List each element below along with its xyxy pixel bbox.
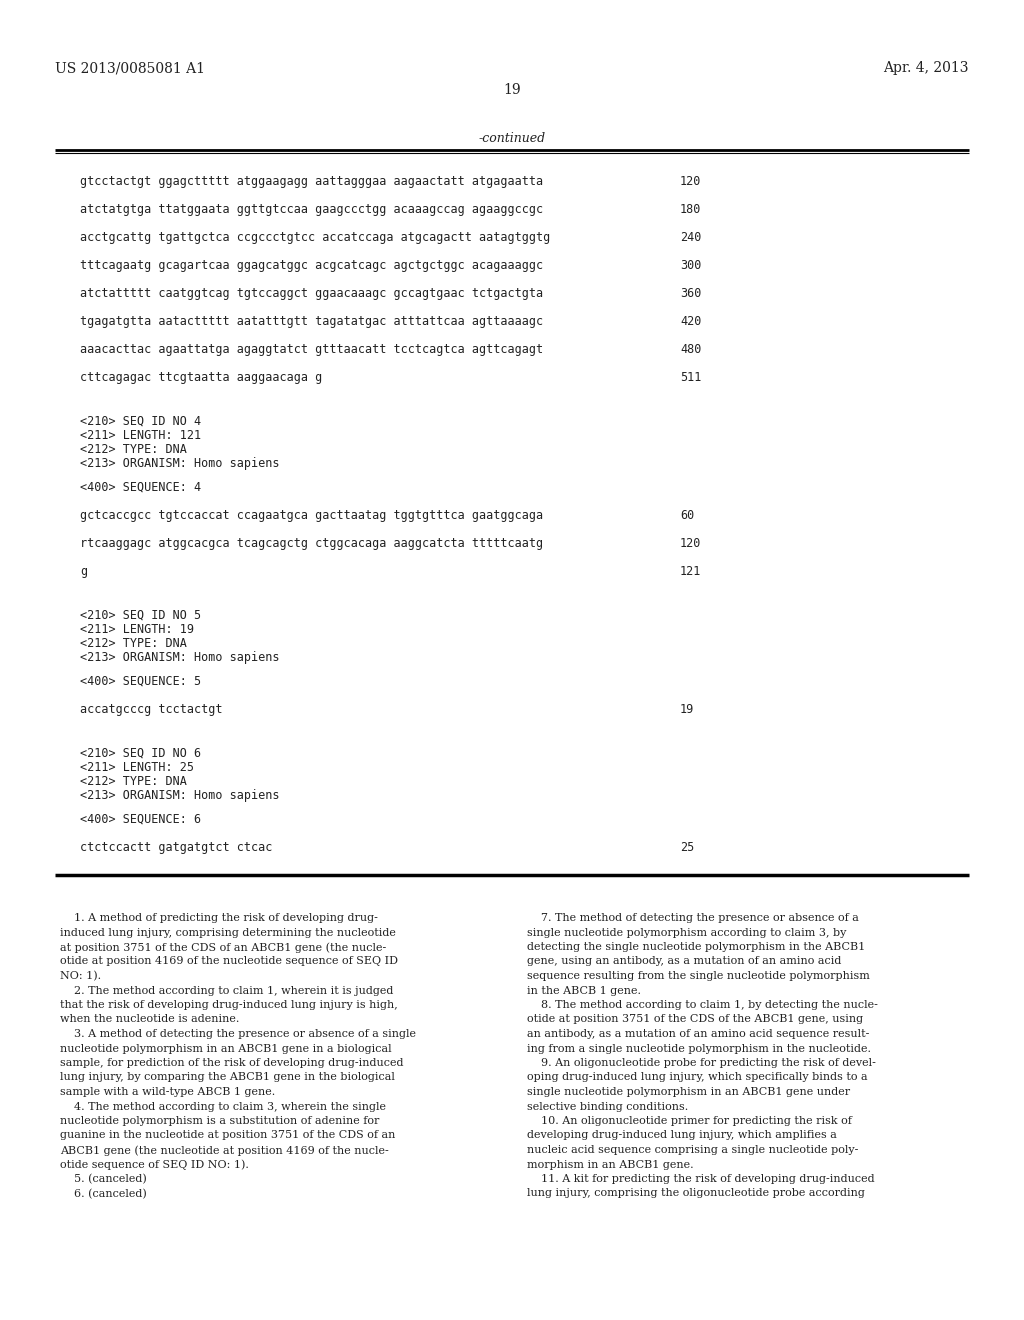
Text: 120: 120 — [680, 176, 701, 187]
Text: 511: 511 — [680, 371, 701, 384]
Text: <213> ORGANISM: Homo sapiens: <213> ORGANISM: Homo sapiens — [80, 651, 280, 664]
Text: ABCB1 gene (the nucleotide at position 4169 of the nucle-: ABCB1 gene (the nucleotide at position 4… — [60, 1144, 389, 1155]
Text: guanine in the nucleotide at position 3751 of the CDS of an: guanine in the nucleotide at position 37… — [60, 1130, 395, 1140]
Text: rtcaaggagc atggcacgca tcagcagctg ctggcacaga aaggcatcta tttttcaatg: rtcaaggagc atggcacgca tcagcagctg ctggcac… — [80, 537, 543, 550]
Text: <212> TYPE: DNA: <212> TYPE: DNA — [80, 638, 186, 649]
Text: g: g — [80, 565, 87, 578]
Text: aaacacttac agaattatga agaggtatct gtttaacatt tcctcagtca agttcagagt: aaacacttac agaattatga agaggtatct gtttaac… — [80, 343, 543, 356]
Text: 19: 19 — [503, 83, 521, 96]
Text: sample with a wild-type ABCB 1 gene.: sample with a wild-type ABCB 1 gene. — [60, 1086, 275, 1097]
Text: ctctccactt gatgatgtct ctcac: ctctccactt gatgatgtct ctcac — [80, 841, 272, 854]
Text: tttcagaatg gcagartcaa ggagcatggc acgcatcagc agctgctggc acagaaaggc: tttcagaatg gcagartcaa ggagcatggc acgcatc… — [80, 259, 543, 272]
Text: 3. A method of detecting the presence or absence of a single: 3. A method of detecting the presence or… — [60, 1030, 416, 1039]
Text: gctcaccgcc tgtccaccat ccagaatgca gacttaatag tggtgtttca gaatggcaga: gctcaccgcc tgtccaccat ccagaatgca gacttaa… — [80, 510, 543, 521]
Text: 480: 480 — [680, 343, 701, 356]
Text: nucleotide polymorphism in an ABCB1 gene in a biological: nucleotide polymorphism in an ABCB1 gene… — [60, 1044, 391, 1053]
Text: lung injury, comprising the oligonucleotide probe according: lung injury, comprising the oligonucleot… — [527, 1188, 865, 1199]
Text: 25: 25 — [680, 841, 694, 854]
Text: sequence resulting from the single nucleotide polymorphism: sequence resulting from the single nucle… — [527, 972, 869, 981]
Text: nucleotide polymorphism is a substitution of adenine for: nucleotide polymorphism is a substitutio… — [60, 1115, 379, 1126]
Text: gene, using an antibody, as a mutation of an amino acid: gene, using an antibody, as a mutation o… — [527, 957, 842, 966]
Text: <210> SEQ ID NO 6: <210> SEQ ID NO 6 — [80, 747, 201, 760]
Text: <212> TYPE: DNA: <212> TYPE: DNA — [80, 775, 186, 788]
Text: US 2013/0085081 A1: US 2013/0085081 A1 — [55, 61, 205, 75]
Text: selective binding conditions.: selective binding conditions. — [527, 1101, 688, 1111]
Text: NO: 1).: NO: 1). — [60, 972, 101, 981]
Text: 5. (canceled): 5. (canceled) — [60, 1173, 146, 1184]
Text: <212> TYPE: DNA: <212> TYPE: DNA — [80, 444, 186, 455]
Text: 60: 60 — [680, 510, 694, 521]
Text: single nucleotide polymorphism according to claim 3, by: single nucleotide polymorphism according… — [527, 928, 847, 937]
Text: 360: 360 — [680, 286, 701, 300]
Text: 300: 300 — [680, 259, 701, 272]
Text: atctatgtga ttatggaata ggttgtccaa gaagccctgg acaaagccag agaaggccgc: atctatgtga ttatggaata ggttgtccaa gaagccc… — [80, 203, 543, 216]
Text: otide sequence of SEQ ID NO: 1).: otide sequence of SEQ ID NO: 1). — [60, 1159, 249, 1170]
Text: <211> LENGTH: 25: <211> LENGTH: 25 — [80, 762, 194, 774]
Text: morphism in an ABCB1 gene.: morphism in an ABCB1 gene. — [527, 1159, 693, 1170]
Text: induced lung injury, comprising determining the nucleotide: induced lung injury, comprising determin… — [60, 928, 396, 937]
Text: <400> SEQUENCE: 6: <400> SEQUENCE: 6 — [80, 813, 201, 826]
Text: 11. A kit for predicting the risk of developing drug-induced: 11. A kit for predicting the risk of dev… — [527, 1173, 874, 1184]
Text: detecting the single nucleotide polymorphism in the ABCB1: detecting the single nucleotide polymorp… — [527, 942, 865, 952]
Text: nucleic acid sequence comprising a single nucleotide poly-: nucleic acid sequence comprising a singl… — [527, 1144, 858, 1155]
Text: 7. The method of detecting the presence or absence of a: 7. The method of detecting the presence … — [527, 913, 859, 923]
Text: at position 3751 of the CDS of an ABCB1 gene (the nucle-: at position 3751 of the CDS of an ABCB1 … — [60, 942, 386, 953]
Text: otide at position 4169 of the nucleotide sequence of SEQ ID: otide at position 4169 of the nucleotide… — [60, 957, 398, 966]
Text: gtcctactgt ggagcttttt atggaagagg aattagggaa aagaactatt atgagaatta: gtcctactgt ggagcttttt atggaagagg aattagg… — [80, 176, 543, 187]
Text: <211> LENGTH: 19: <211> LENGTH: 19 — [80, 623, 194, 636]
Text: single nucleotide polymorphism in an ABCB1 gene under: single nucleotide polymorphism in an ABC… — [527, 1086, 850, 1097]
Text: <213> ORGANISM: Homo sapiens: <213> ORGANISM: Homo sapiens — [80, 457, 280, 470]
Text: 121: 121 — [680, 565, 701, 578]
Text: Apr. 4, 2013: Apr. 4, 2013 — [884, 61, 969, 75]
Text: developing drug-induced lung injury, which amplifies a: developing drug-induced lung injury, whi… — [527, 1130, 837, 1140]
Text: sample, for prediction of the risk of developing drug-induced: sample, for prediction of the risk of de… — [60, 1059, 403, 1068]
Text: oping drug-induced lung injury, which specifically binds to a: oping drug-induced lung injury, which sp… — [527, 1072, 867, 1082]
Text: <210> SEQ ID NO 4: <210> SEQ ID NO 4 — [80, 414, 201, 428]
Text: in the ABCB 1 gene.: in the ABCB 1 gene. — [527, 986, 641, 995]
Text: that the risk of developing drug-induced lung injury is high,: that the risk of developing drug-induced… — [60, 1001, 397, 1010]
Text: <400> SEQUENCE: 4: <400> SEQUENCE: 4 — [80, 480, 201, 494]
Text: 10. An oligonucleotide primer for predicting the risk of: 10. An oligonucleotide primer for predic… — [527, 1115, 852, 1126]
Text: 240: 240 — [680, 231, 701, 244]
Text: 8. The method according to claim 1, by detecting the nucle-: 8. The method according to claim 1, by d… — [527, 1001, 878, 1010]
Text: 2. The method according to claim 1, wherein it is judged: 2. The method according to claim 1, wher… — [60, 986, 393, 995]
Text: accatgcccg tcctactgt: accatgcccg tcctactgt — [80, 704, 222, 715]
Text: 4. The method according to claim 3, wherein the single: 4. The method according to claim 3, wher… — [60, 1101, 386, 1111]
Text: tgagatgtta aatacttttt aatatttgtt tagatatgac atttattcaa agttaaaagc: tgagatgtta aatacttttt aatatttgtt tagatat… — [80, 315, 543, 327]
Text: 420: 420 — [680, 315, 701, 327]
Text: an antibody, as a mutation of an amino acid sequence result-: an antibody, as a mutation of an amino a… — [527, 1030, 869, 1039]
Text: 120: 120 — [680, 537, 701, 550]
Text: 19: 19 — [680, 704, 694, 715]
Text: acctgcattg tgattgctca ccgccctgtcc accatccaga atgcagactt aatagtggtg: acctgcattg tgattgctca ccgccctgtcc accatc… — [80, 231, 550, 244]
Text: <210> SEQ ID NO 5: <210> SEQ ID NO 5 — [80, 609, 201, 622]
Text: cttcagagac ttcgtaatta aaggaacaga g: cttcagagac ttcgtaatta aaggaacaga g — [80, 371, 323, 384]
Text: 180: 180 — [680, 203, 701, 216]
Text: <400> SEQUENCE: 5: <400> SEQUENCE: 5 — [80, 675, 201, 688]
Text: ing from a single nucleotide polymorphism in the nucleotide.: ing from a single nucleotide polymorphis… — [527, 1044, 871, 1053]
Text: when the nucleotide is adenine.: when the nucleotide is adenine. — [60, 1015, 240, 1024]
Text: otide at position 3751 of the CDS of the ABCB1 gene, using: otide at position 3751 of the CDS of the… — [527, 1015, 863, 1024]
Text: 9. An oligonucleotide probe for predicting the risk of devel-: 9. An oligonucleotide probe for predicti… — [527, 1059, 876, 1068]
Text: 6. (canceled): 6. (canceled) — [60, 1188, 146, 1199]
Text: lung injury, by comparing the ABCB1 gene in the biological: lung injury, by comparing the ABCB1 gene… — [60, 1072, 395, 1082]
Text: 1. A method of predicting the risk of developing drug-: 1. A method of predicting the risk of de… — [60, 913, 378, 923]
Text: atctattttt caatggtcag tgtccaggct ggaacaaagc gccagtgaac tctgactgta: atctattttt caatggtcag tgtccaggct ggaacaa… — [80, 286, 543, 300]
Text: <213> ORGANISM: Homo sapiens: <213> ORGANISM: Homo sapiens — [80, 789, 280, 803]
Text: <211> LENGTH: 121: <211> LENGTH: 121 — [80, 429, 201, 442]
Text: -continued: -continued — [478, 132, 546, 144]
